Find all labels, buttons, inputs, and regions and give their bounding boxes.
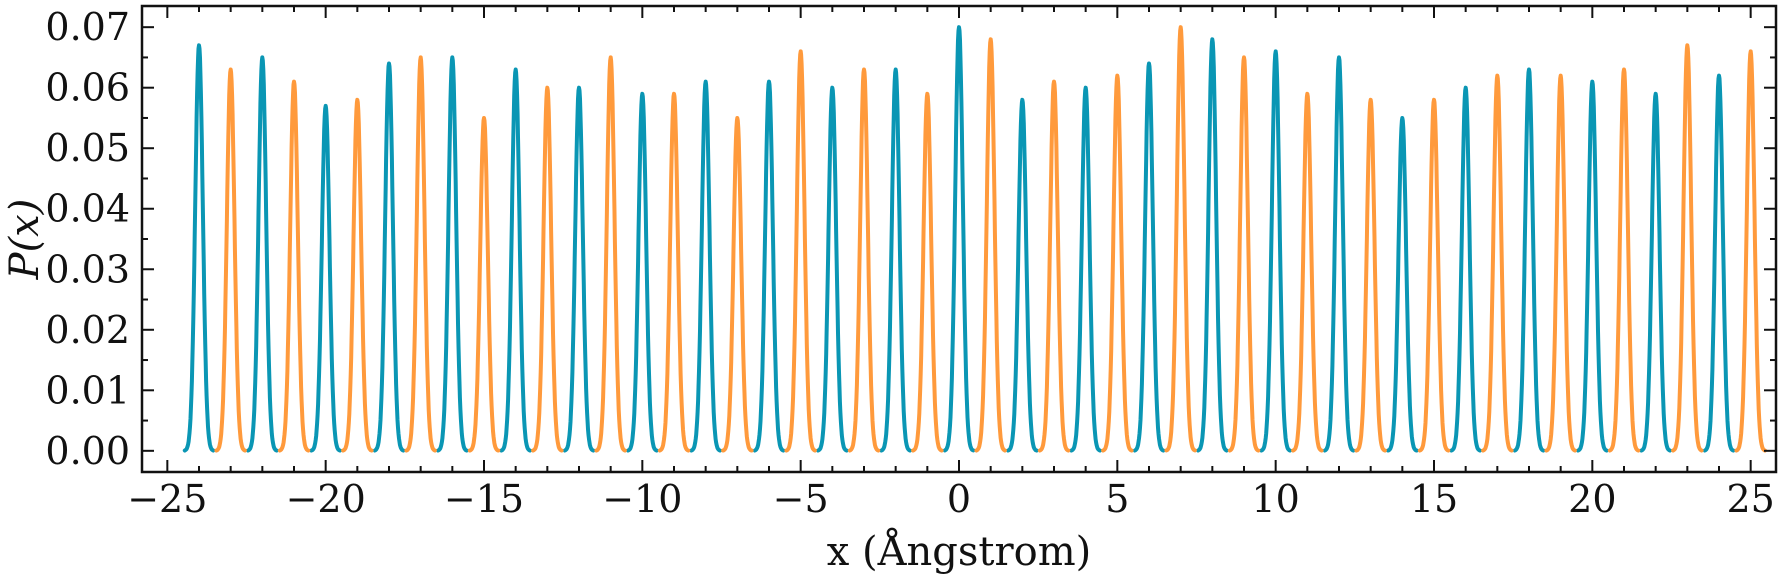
- peak-series-1-x-22: [1639, 91, 1672, 453]
- peak-series-2-x-15: [1417, 97, 1451, 453]
- peak-series-1-x-20: [1576, 79, 1609, 453]
- peak-series-2-x-21: [1607, 67, 1641, 453]
- y-tick-label: 0.05: [45, 126, 130, 170]
- peak-series-1-x--14: [499, 67, 532, 453]
- peak-series-1-x-24: [1702, 73, 1736, 453]
- x-tick-label: 10: [1251, 477, 1299, 521]
- x-tick-label: 5: [1105, 477, 1129, 521]
- x-tick-label: 25: [1726, 477, 1774, 521]
- peak-series-1-x--4: [816, 85, 849, 453]
- peak-series-1-x--20: [309, 103, 342, 453]
- peak-series-1-x--2: [879, 67, 912, 453]
- y-tick-label: 0.07: [45, 5, 130, 49]
- peak-series-1-x--8: [689, 79, 722, 453]
- peak-series-1-x-14: [1386, 116, 1419, 453]
- peak-series-2-x-9: [1227, 55, 1261, 453]
- x-tick-label: −25: [127, 477, 207, 521]
- x-axis-title: x (Ångstrom): [827, 528, 1091, 575]
- peak-series-1-x--18: [372, 61, 406, 453]
- peak-series-2-x--5: [784, 49, 817, 453]
- peak-series-1-x--16: [436, 55, 469, 453]
- peak-series-1-x-2: [1006, 97, 1039, 453]
- y-tick-label: 0.01: [45, 368, 130, 412]
- peak-series-2-x--3: [847, 67, 881, 453]
- peak-series-2-x-3: [1037, 79, 1071, 453]
- peak-series-2-x-7: [1164, 25, 1197, 453]
- x-tick-label: −15: [444, 477, 524, 521]
- tick-labels-layer: −25 −20 −15 −10 −5 0 5 10 15 20 25 0.00 0.01 0.02 0.03…: [45, 5, 1774, 521]
- peak-series-1-x--22: [246, 55, 279, 453]
- y-tick-label: 0.04: [45, 187, 130, 231]
- x-tick-label: −10: [602, 477, 682, 521]
- ticks-layer: [142, 6, 1776, 472]
- peak-series-2-x-5: [1101, 73, 1134, 453]
- peak-series-1-x-8: [1196, 37, 1229, 453]
- peak-series-1-x-4: [1069, 85, 1102, 453]
- peak-series-1-x--12: [562, 85, 596, 453]
- peak-series-2-x--23: [214, 67, 247, 453]
- peak-series-1-x--24: [182, 43, 216, 453]
- peak-series-2-x--7: [721, 116, 754, 453]
- x-tick-label: 20: [1568, 477, 1616, 521]
- y-tick-label: 0.03: [45, 247, 130, 291]
- peak-series-2-x--1: [911, 91, 944, 453]
- y-tick-label: 0.02: [45, 308, 130, 352]
- peak-series-2-x-1: [974, 37, 1007, 453]
- x-tick-label: −20: [286, 477, 366, 521]
- peak-series-1-x--6: [752, 79, 786, 453]
- peak-series-2-x-11: [1291, 91, 1324, 453]
- peak-series-1-x--10: [626, 91, 659, 453]
- peak-series-1-x-16: [1449, 85, 1482, 453]
- peak-series-2-x--19: [341, 97, 374, 453]
- peak-series-2-x-25: [1734, 49, 1767, 453]
- peak-series-2-x-13: [1354, 97, 1387, 453]
- y-tick-label: 0.06: [45, 66, 130, 110]
- peak-series-2-x--21: [277, 79, 311, 453]
- peak-series-2-x--9: [657, 91, 691, 453]
- peak-series-1-x-18: [1512, 67, 1546, 453]
- peak-series-2-x--11: [594, 55, 627, 453]
- y-tick-label: 0.00: [45, 429, 130, 473]
- x-tick-label: 0: [947, 477, 971, 521]
- x-tick-label: 15: [1410, 477, 1458, 521]
- peak-series-2-x--17: [404, 55, 437, 453]
- peak-series-2-x--15: [467, 116, 501, 453]
- peak-series-2-x--13: [531, 85, 564, 453]
- x-tick-label: −5: [773, 477, 829, 521]
- peak-series-1-x-6: [1132, 61, 1166, 453]
- peak-series-2-x-19: [1544, 73, 1577, 453]
- y-axis-title: P(x): [2, 199, 48, 281]
- peak-series-1-x-0: [942, 25, 976, 453]
- peak-series-2-x-17: [1481, 73, 1514, 453]
- peak-series-1-x-10: [1259, 49, 1292, 453]
- series-layer: [182, 25, 1767, 453]
- peak-series-2-x-23: [1671, 43, 1704, 453]
- peak-series-1-x-12: [1322, 55, 1356, 453]
